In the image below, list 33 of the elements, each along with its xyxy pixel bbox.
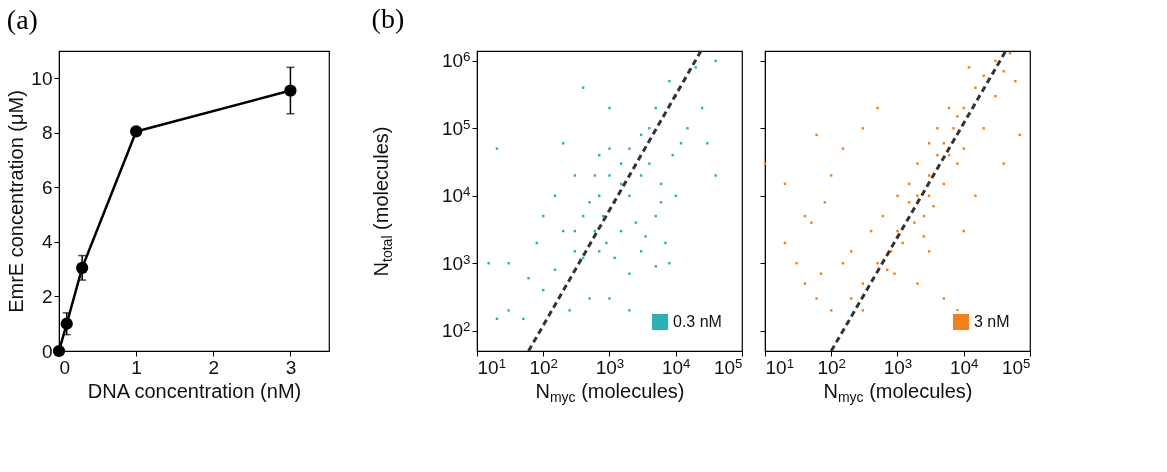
x-tick-label: 10$^{5}$ (1001, 355, 1031, 378)
x-tick-label: 10$^{2}$ (817, 355, 847, 378)
x-tick-label: 10$^{1}$ (765, 355, 795, 378)
y-tick-label: 10 (31, 67, 53, 89)
x-tick-label: 1 (131, 356, 142, 378)
x-tick-label: 10$^{3}$ (883, 355, 913, 378)
x-axis-title: N$_{myc}$ (molecules) (823, 379, 973, 405)
x-tick-label: 2 (208, 356, 220, 378)
x-axis-title: N$_{myc}$ (molecules) (535, 379, 685, 405)
y-tick-label: 4 (41, 231, 53, 253)
y-tick-label: 0 (41, 340, 53, 362)
x-tick-label: 10$^{5}$ (713, 355, 743, 378)
x-tick-label: 10$^{3}$ (595, 355, 625, 378)
legend-label: 0.3 nM (673, 313, 722, 330)
x-tick-label: 10$^{4}$ (949, 355, 979, 378)
y-tick-label: 10$^{6}$ (441, 49, 471, 72)
x-tick-label: 0 (59, 356, 71, 378)
text: (a) (6, 4, 38, 35)
y-tick-label: 10$^{4}$ (441, 184, 471, 207)
y-tick-label: 10$^{3}$ (441, 251, 471, 274)
x-tick-label: 10$^{2}$ (529, 355, 559, 378)
x-tick-label: 3 (285, 356, 297, 378)
x-tick-label: 10$^{1}$ (477, 355, 507, 378)
y-tick-label: 6 (41, 176, 53, 198)
x-tick-label: 10$^{4}$ (661, 355, 691, 378)
y-axis-title: EmrE concentration (μM) (5, 90, 28, 313)
y-tick-label: 2 (41, 285, 53, 307)
text: (b) (371, 2, 405, 34)
legend-label: 3 nM (974, 313, 1010, 330)
y-tick-label: 10$^{5}$ (441, 116, 471, 139)
y-tick-label: 8 (41, 122, 53, 144)
x-axis-title: DNA concentration (nM) (87, 379, 302, 402)
y-tick-label: 10$^{2}$ (441, 319, 471, 342)
